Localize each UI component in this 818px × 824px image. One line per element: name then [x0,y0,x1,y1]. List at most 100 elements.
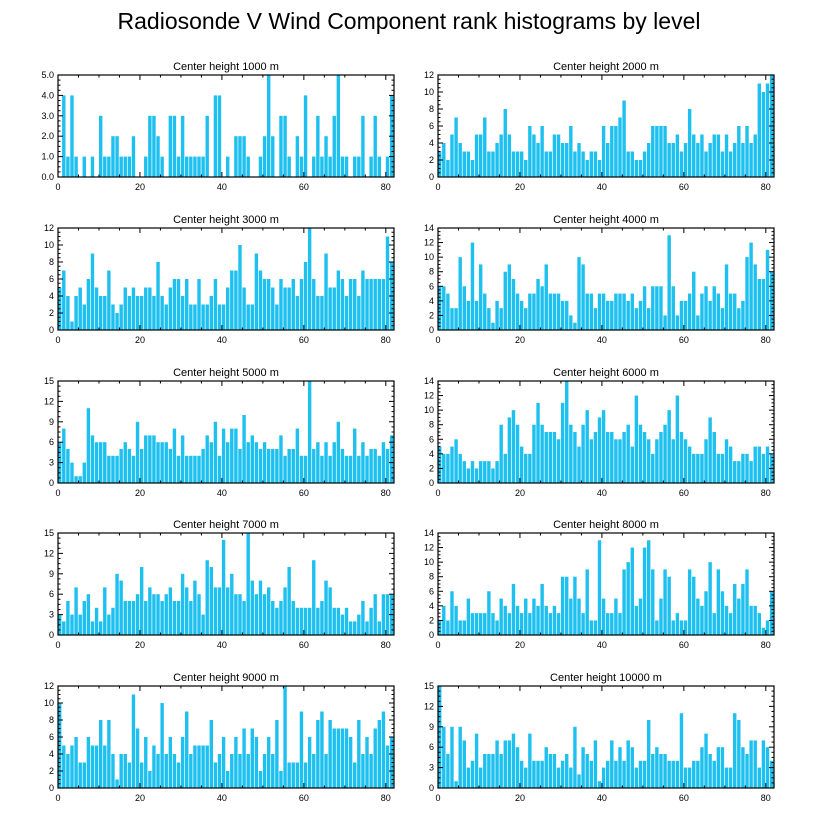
histogram-bar [507,417,512,483]
y-tick-label: 9 [429,722,434,732]
histogram-bar [700,134,704,177]
histogram-bar [663,315,667,330]
histogram-bar [692,576,696,635]
histogram-bar [361,442,365,483]
histogram-bar [741,300,745,330]
x-tick-label: 40 [597,488,607,498]
histogram-bar [131,601,136,635]
histogram-bar [524,767,528,788]
histogram-bar [458,143,462,177]
histogram-bar [642,432,647,483]
y-tick-label: 10 [44,698,54,708]
histogram-bar [357,614,361,635]
histogram-bar [361,115,365,177]
histogram-bar [230,270,234,330]
histogram-bar [622,760,626,788]
histogram-bar [103,442,107,483]
histogram-bar [515,747,520,788]
histogram-bar [254,253,259,330]
histogram-bar [606,760,610,788]
histogram-bar [761,92,766,177]
histogram-bar [299,711,304,788]
y-tick-label: 6 [49,437,54,447]
histogram-bar [262,279,267,330]
histogram-bar [373,279,377,330]
histogram-bar [107,270,111,330]
histogram-bar [478,461,483,483]
y-tick-label: 3 [49,610,54,620]
histogram-bar [369,279,373,330]
histogram-bar [741,143,745,177]
histogram-bar [369,449,373,483]
histogram-bar [70,95,74,177]
histogram-bar [70,614,74,635]
histogram-bar [483,461,487,483]
histogram-bar [618,117,622,177]
histogram-bar [238,245,242,330]
histogram-bar [320,156,324,177]
histogram-bar [185,711,189,788]
histogram-bar [466,300,471,330]
histogram-bar [560,576,565,635]
histogram-bar [515,605,520,635]
histogram-bar [450,446,454,483]
histogram-bar [312,156,316,177]
y-tick-label: 10 [424,252,434,262]
histogram-bar [180,737,185,788]
histogram-bar [324,754,328,788]
histogram-bar [745,569,749,635]
histogram-bar [519,613,524,635]
histogram-bar [565,576,569,635]
histogram-bar [90,745,95,788]
histogram-bar [646,439,651,483]
y-tick-label: 2 [429,615,434,625]
x-tick-label: 60 [679,793,689,803]
x-tick-label: 20 [515,335,525,345]
histogram-bar [499,134,503,177]
histogram-bar [217,587,222,635]
histogram-bar [593,740,598,788]
histogram-bar [221,304,226,330]
histogram-bar [601,293,606,330]
histogram-bar [462,620,466,635]
histogram-bar [353,621,357,635]
x-tick-label: 20 [135,335,145,345]
histogram-bar [279,771,283,788]
histogram-bar [74,587,78,635]
histogram-bar [610,126,614,177]
histogram-bar [704,591,708,635]
x-tick-label: 60 [299,640,309,650]
histogram-bar [728,613,733,635]
histogram-bar [483,117,487,177]
histogram-bar [103,745,107,788]
histogram-bar [634,308,639,330]
histogram-bar [123,442,127,483]
histogram-bar [569,424,573,483]
histogram-bar [442,726,446,788]
histogram-bar [511,733,516,788]
y-tick-label: 4 [49,291,54,301]
y-tick-label: 8 [429,267,434,277]
histogram-bar [283,686,287,788]
histogram-bar [144,601,148,635]
histogram-bar [491,151,495,177]
histogram-bar [139,449,144,483]
histogram-bar [193,455,197,483]
histogram-bar [630,293,634,330]
histogram-bar [307,381,312,483]
histogram-bar [569,126,573,177]
histogram-bar [716,747,721,788]
histogram-bar [74,737,78,788]
histogram-bar [724,134,729,177]
histogram-bar [385,236,390,330]
histogram-bar [663,424,667,483]
histogram-bar [519,300,524,330]
histogram-bar [651,754,655,788]
histogram-bar [213,95,218,177]
y-tick-label: 3.0 [41,111,54,121]
histogram-bar [573,432,577,483]
x-tick-label: 20 [135,488,145,498]
histogram-bar [266,587,271,635]
panel-title: Center height 7000 m [173,519,279,531]
histogram-bar [287,762,291,788]
